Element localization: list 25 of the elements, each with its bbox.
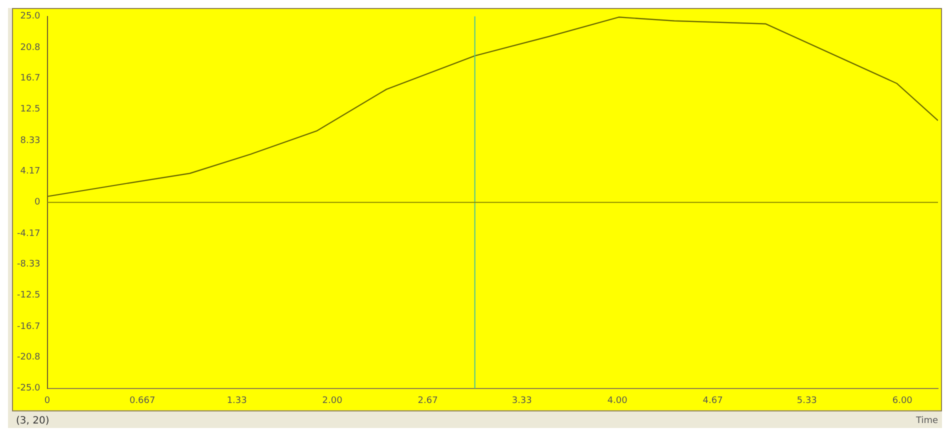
y-tick-label: -25.0 bbox=[16, 384, 41, 394]
y-tick-label: 16.7 bbox=[20, 73, 40, 84]
y-tick-label: -4.17 bbox=[16, 228, 40, 239]
y-tick-label: 8.33 bbox=[20, 136, 40, 146]
y-tick-label: 20.8 bbox=[20, 42, 41, 53]
x-tick-label: 6.00 bbox=[892, 396, 913, 406]
x-tick-label: 0.667 bbox=[129, 396, 156, 406]
y-tick-label: -16.7 bbox=[16, 322, 40, 332]
y-tick-label: 25.0 bbox=[20, 12, 41, 22]
x-tick-label: 0 bbox=[44, 396, 50, 406]
x-tick-label: 5.33 bbox=[796, 396, 817, 406]
y-tick-label: -20.8 bbox=[16, 352, 41, 362]
x-tick-label: 4.67 bbox=[702, 396, 723, 406]
x-axis-title: Time bbox=[914, 416, 938, 426]
x-tick-label: 2.00 bbox=[322, 396, 343, 406]
x-tick-label: 2.67 bbox=[418, 396, 438, 406]
x-tick-label: 1.33 bbox=[226, 396, 247, 406]
y-tick-label: -12.5 bbox=[16, 290, 40, 301]
y-tick-label: 0 bbox=[34, 198, 41, 208]
x-tick-label: 4.00 bbox=[607, 396, 628, 406]
y-tick-label: -8.33 bbox=[16, 260, 40, 270]
x-tick-label: 3.33 bbox=[512, 396, 532, 406]
y-tick-label: 12.5 bbox=[20, 104, 40, 115]
text: (3, 20) bbox=[16, 416, 50, 427]
y-tick-label: 4.17 bbox=[20, 166, 40, 177]
